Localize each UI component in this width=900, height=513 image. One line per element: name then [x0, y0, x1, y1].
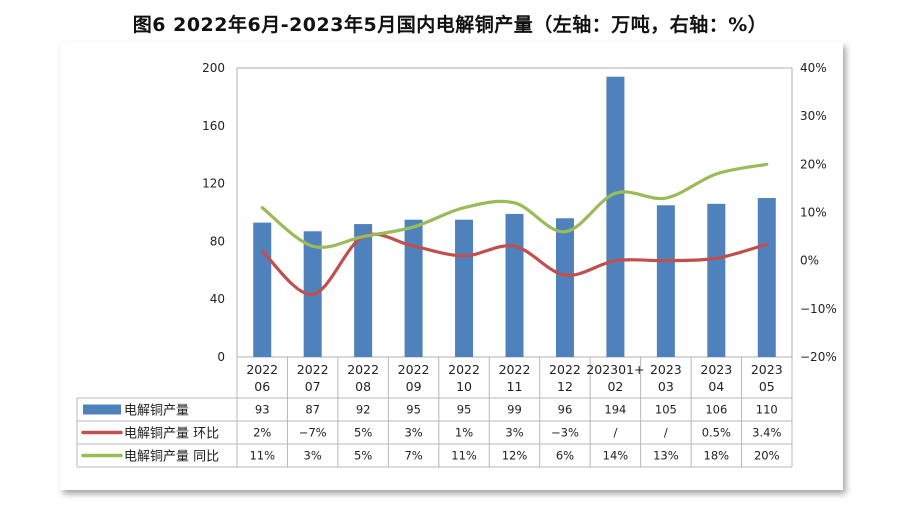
- table-cell: 2%: [253, 426, 271, 440]
- table-cell: 96: [558, 403, 573, 417]
- table-cell: 6%: [556, 449, 574, 463]
- bar: [253, 222, 272, 357]
- table-cell: 106: [705, 403, 727, 417]
- y-left-tick-label: 80: [210, 234, 225, 248]
- chart-title: 图6 2022年6月-2023年5月国内电解铜产量（左轴：万吨，右轴：%）: [132, 14, 768, 36]
- x-tick-label-month: 03: [658, 379, 674, 394]
- bar: [707, 203, 726, 357]
- x-tick-label-month: 09: [406, 379, 422, 394]
- x-tick-label-month: 08: [355, 379, 371, 394]
- x-tick-label-year: 2022: [246, 362, 278, 377]
- x-tick-label-year: 2023: [751, 362, 783, 377]
- y-right-tick-label: 40%: [800, 61, 827, 75]
- table-cell: 93: [255, 403, 270, 417]
- table-cell: 95: [457, 403, 472, 417]
- x-tick-label-month: 07: [305, 379, 321, 394]
- legend-label: 电解铜产量 同比: [124, 450, 219, 465]
- y-left-tick-label: 0: [217, 350, 225, 364]
- bar: [505, 213, 524, 357]
- x-tick-label-month: 05: [759, 379, 775, 394]
- table-cell: 11%: [249, 449, 275, 463]
- legend-label: 电解铜产量 环比: [124, 427, 219, 442]
- bar: [606, 76, 625, 358]
- x-tick-label-year: 2022: [347, 362, 379, 377]
- y-right-tick-label: −10%: [800, 302, 837, 316]
- table-cell: 3.4%: [752, 426, 781, 440]
- bar: [656, 205, 675, 357]
- table-cell: 194: [604, 403, 626, 417]
- table-cell: 99: [507, 403, 522, 417]
- y-right-tick-label: 0%: [800, 254, 819, 268]
- table-cell: 0.5%: [702, 426, 731, 440]
- mom-line: [260, 232, 769, 296]
- x-tick-label-month: 11: [507, 379, 523, 394]
- table-cell: 14%: [603, 449, 629, 463]
- bar: [404, 219, 423, 357]
- x-tick-label-month: 02: [607, 379, 623, 394]
- table-cell: 5%: [354, 449, 372, 463]
- table-cell: 1%: [455, 426, 473, 440]
- table-cell: 3%: [304, 449, 322, 463]
- x-tick-label-month: 12: [557, 379, 573, 394]
- table-cell: 95: [406, 403, 421, 417]
- table-cell: 105: [655, 403, 677, 417]
- x-tick-label-year: 2022: [297, 362, 329, 377]
- x-tick-label-month: 04: [708, 379, 724, 394]
- table-cell: 20%: [754, 449, 780, 463]
- x-tick-label-year: 2022: [448, 362, 480, 377]
- bar: [354, 224, 373, 357]
- y-right-tick-label: 10%: [800, 206, 827, 220]
- x-tick-label-year: 2023: [700, 362, 732, 377]
- x-tick-label-year: 2023: [650, 362, 682, 377]
- table-cell: 12%: [502, 449, 528, 463]
- bar: [757, 198, 776, 357]
- table-cell: −7%: [299, 426, 327, 440]
- x-tick-label-year: 2022: [549, 362, 581, 377]
- bar: [555, 218, 574, 357]
- table-cell: 3%: [404, 426, 422, 440]
- y-left-tick-label: 120: [202, 177, 225, 191]
- x-tick-label-month: 10: [456, 379, 472, 394]
- table-cell: 13%: [653, 449, 679, 463]
- table-cell: /: [613, 426, 617, 440]
- table-cell: 3%: [505, 426, 523, 440]
- y-right-tick-label: −20%: [800, 350, 837, 364]
- table-cell: 18%: [704, 449, 730, 463]
- table-cell: 11%: [451, 449, 477, 463]
- table-cell: 92: [356, 403, 371, 417]
- x-tick-label-month: 06: [254, 379, 270, 394]
- x-tick-label-year: 2022: [499, 362, 531, 377]
- table-cell: 5%: [354, 426, 372, 440]
- table-cell: /: [664, 426, 668, 440]
- legend-label: 电解铜产量: [124, 404, 189, 419]
- y-right-tick-label: 30%: [800, 109, 827, 123]
- y-right-tick-label: 20%: [800, 157, 827, 171]
- x-tick-label-year: 202301+: [586, 362, 644, 377]
- y-left-tick-label: 40: [210, 292, 225, 306]
- legend-key-bar: [83, 404, 121, 415]
- y-left-tick-label: 160: [202, 119, 225, 133]
- x-tick-label-year: 2022: [398, 362, 430, 377]
- yoy-line: [260, 162, 769, 249]
- bar: [455, 219, 474, 357]
- table-cell: 110: [756, 403, 778, 417]
- table-cell: 87: [305, 403, 320, 417]
- table-cell: 7%: [404, 449, 422, 463]
- y-left-tick-label: 200: [202, 61, 225, 75]
- table-cell: −3%: [551, 426, 579, 440]
